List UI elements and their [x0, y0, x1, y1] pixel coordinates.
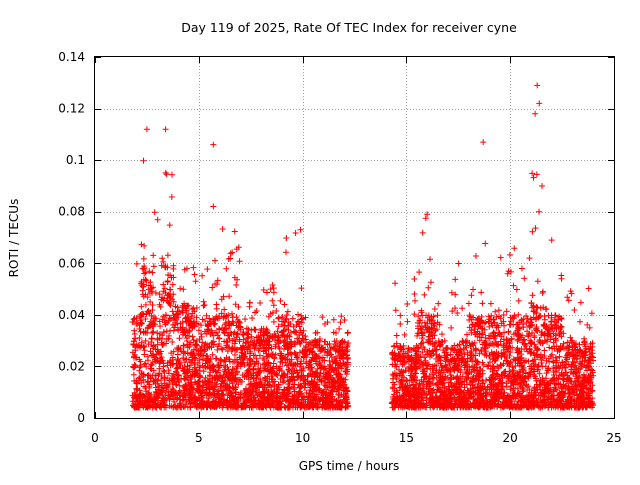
roti-scatter-chart: 051015202500.020.040.060.080.10.120.14 D… — [0, 0, 640, 480]
chart-container: 051015202500.020.040.060.080.10.120.14 D… — [0, 0, 640, 480]
